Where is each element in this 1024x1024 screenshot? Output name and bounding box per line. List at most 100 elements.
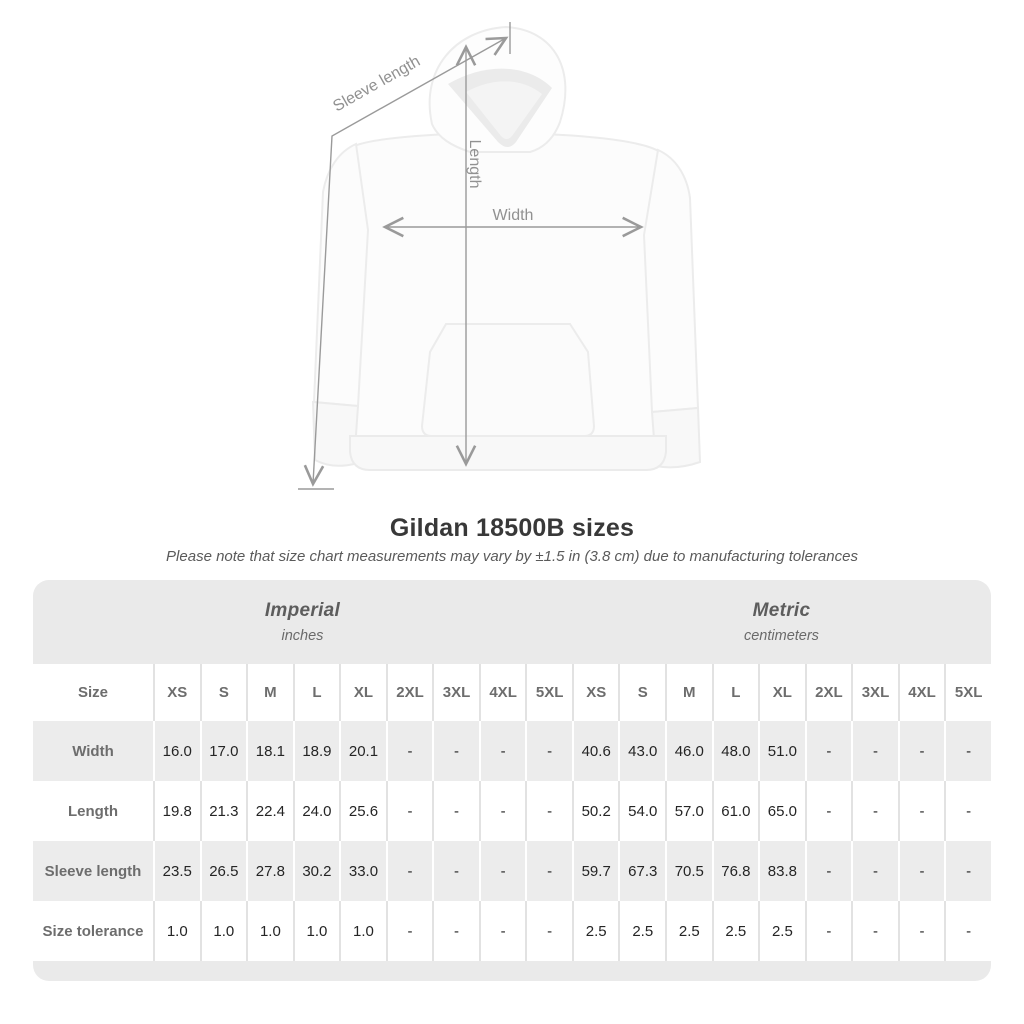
size-value-cell: 2.5 [758,901,805,961]
size-column-header: XS [153,664,200,721]
size-value-cell: 1.0 [339,901,386,961]
hoodie-right-sleeve [642,148,700,414]
size-value-cell: 1.0 [153,901,200,961]
size-column-header: S [199,664,247,721]
size-value-cell: - [385,901,433,961]
length-label: Length [466,140,483,189]
size-value-cell: 27.8 [246,841,293,901]
size-column-header: 2XL [385,664,433,721]
size-column-header: L [711,664,759,721]
size-header-row: Size XS S M L XL 2XL 3XL 4XL 5XL XS S M L XL 2XL 3XL 4XL… [33,664,991,721]
width-label: Width [493,207,534,224]
table-row: Size tolerance 1.0 1.0 1.0 1.0 1.0- - - -2.5 2.5 2… [33,901,991,961]
size-value-cell: 70.5 [665,841,712,901]
size-value-cell: 43.0 [618,721,666,781]
size-value-cell: - [944,781,991,841]
size-value-cell: - [944,841,991,901]
size-value-cell: 76.8 [711,841,759,901]
size-value-cell: 46.0 [665,721,712,781]
caption-block: Gildan 18500B sizes Please note that siz… [0,514,1024,565]
row-label: Length [33,781,153,841]
size-value-cell: - [804,901,852,961]
size-value-cell: - [385,721,433,781]
size-value-cell: - [897,781,945,841]
table-footer-row [33,961,991,981]
size-column-header: M [665,664,712,721]
size-column-header: M [246,664,293,721]
unit-group-row: Imperial inches Metric centimeters [33,580,991,664]
size-column-header: 4XL [897,664,945,721]
size-value-cell: 59.7 [571,841,619,901]
size-value-cell: - [385,841,433,901]
hoodie-hem-band [349,435,667,471]
size-value-cell: 2.5 [665,901,712,961]
size-value-cell: - [478,901,526,961]
size-value-cell: - [432,901,479,961]
size-value-cell: 25.6 [339,781,386,841]
size-value-cell: - [804,841,852,901]
table-row: Length 19.8 21.3 22.4 24.0 25.6- - - -50.2 54.0 57… [33,781,991,841]
size-value-cell: - [525,721,572,781]
size-value-cell: 23.5 [153,841,200,901]
size-value-cell: - [478,721,526,781]
size-value-cell: - [897,901,945,961]
size-value-cell: 50.2 [571,781,619,841]
size-value-cell: - [897,721,945,781]
size-value-cell: 22.4 [246,781,293,841]
product-measurement-diagram: Sleeve length Length Width [298,22,702,490]
size-value-cell: 17.0 [199,721,247,781]
row-label: Width [33,721,153,781]
size-value-cell: - [804,781,852,841]
size-value-cell: - [432,781,479,841]
hoodie-pocket [420,323,596,437]
table-row: Width 16.0 17.0 18.1 18.9 20.1- - - -40.6 43.0 46.… [33,721,991,781]
imperial-unit: inches [281,628,324,644]
size-value-cell: 26.5 [199,841,247,901]
size-corner-header: Size [33,664,153,721]
row-label: Size tolerance [33,901,153,961]
size-value-cell: 61.0 [711,781,759,841]
sleeve-length-label: Sleeve length [330,53,423,116]
size-value-cell: - [385,781,433,841]
table-footer-band [33,961,991,981]
size-value-cell: - [525,841,572,901]
size-value-cell: 24.0 [292,781,340,841]
size-value-cell: - [525,901,572,961]
size-value-cell: - [525,781,572,841]
size-value-cell: - [897,841,945,901]
size-value-cell: - [478,781,526,841]
size-value-cell: - [851,901,898,961]
measurement-arrows [298,22,644,490]
tolerance-note: Please note that size chart measurements… [166,548,858,565]
size-value-cell: 54.0 [618,781,666,841]
size-value-cell: - [478,841,526,901]
size-value-cell: - [851,841,898,901]
size-value-cell: 30.2 [292,841,340,901]
size-value-cell: 2.5 [571,901,619,961]
size-value-cell: 20.1 [339,721,386,781]
size-column-header: XS [571,664,619,721]
size-value-cell: - [804,721,852,781]
sleeve-length-arrow [303,36,509,487]
size-value-cell: 16.0 [153,721,200,781]
size-value-cell: 2.5 [711,901,759,961]
size-column-header: XL [339,664,386,721]
size-value-cell: 19.8 [153,781,200,841]
size-value-cell: - [851,721,898,781]
metric-unit: centimeters [743,628,819,644]
metric-group-header: Metric centimeters [571,580,991,664]
size-value-cell: 1.0 [246,901,293,961]
size-value-cell: 51.0 [758,721,805,781]
size-value-cell: 21.3 [199,781,247,841]
size-value-cell: 2.5 [618,901,666,961]
imperial-group-header: Imperial inches [33,580,572,664]
size-chart-table: Imperial inches Metric centimeters Size … [33,580,991,981]
size-value-cell: 48.0 [711,721,759,781]
size-column-header: 3XL [432,664,479,721]
size-column-header: L [292,664,340,721]
size-column-header: 5XL [944,664,991,721]
size-value-cell: - [432,841,479,901]
row-label: Sleeve length [33,841,153,901]
size-value-cell: 1.0 [292,901,340,961]
